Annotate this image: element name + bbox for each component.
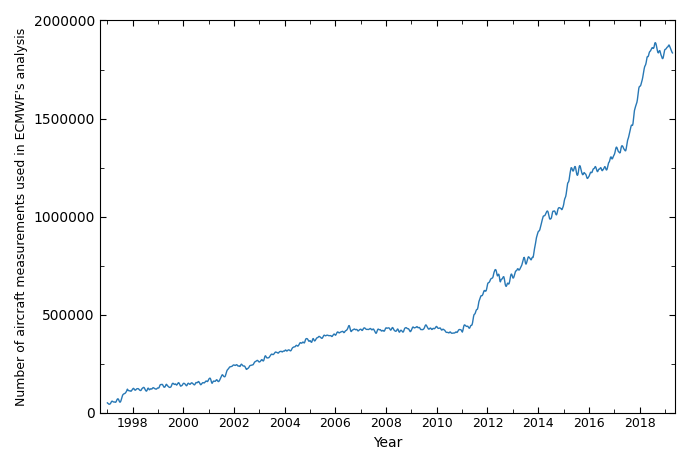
Y-axis label: Number of aircraft measurements used in ECMWF's analysis: Number of aircraft measurements used in …: [15, 27, 28, 405]
X-axis label: Year: Year: [373, 436, 402, 450]
